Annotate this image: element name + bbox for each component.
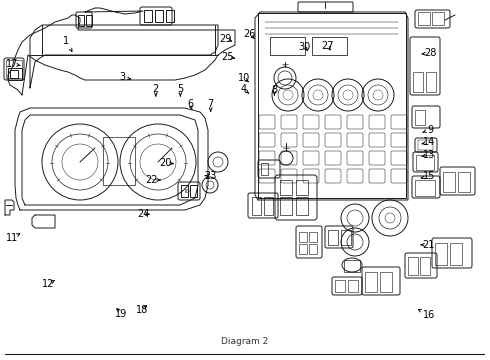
- Text: 20: 20: [159, 158, 172, 168]
- Bar: [418, 12, 430, 25]
- Text: 30: 30: [298, 42, 311, 52]
- Bar: [264, 197, 273, 215]
- Bar: [78, 15, 84, 26]
- Text: IO: IO: [184, 189, 190, 194]
- Bar: [312, 37, 347, 55]
- Text: 26: 26: [244, 29, 256, 39]
- Bar: [103, 137, 135, 185]
- Bar: [432, 12, 444, 25]
- Text: 13: 13: [422, 150, 435, 160]
- Text: 3: 3: [120, 72, 125, 82]
- Bar: [309, 244, 317, 254]
- Bar: [144, 10, 152, 22]
- Text: 5: 5: [177, 84, 183, 94]
- Bar: [408, 257, 418, 275]
- Bar: [252, 197, 261, 215]
- Bar: [426, 72, 436, 92]
- Text: 29: 29: [219, 34, 232, 44]
- Bar: [450, 243, 462, 265]
- Bar: [328, 230, 338, 245]
- Bar: [261, 163, 268, 175]
- Bar: [299, 232, 307, 242]
- Bar: [309, 232, 317, 242]
- Bar: [435, 243, 447, 265]
- Bar: [181, 185, 188, 197]
- Bar: [166, 10, 174, 22]
- Bar: [6, 60, 22, 78]
- Text: 24: 24: [137, 209, 149, 219]
- Text: 28: 28: [424, 48, 437, 58]
- Text: 8: 8: [271, 85, 277, 95]
- Bar: [413, 72, 423, 92]
- Bar: [341, 230, 351, 245]
- Bar: [280, 180, 292, 195]
- Bar: [344, 260, 360, 272]
- Bar: [86, 15, 92, 26]
- Text: 4: 4: [241, 84, 247, 94]
- Bar: [418, 140, 433, 150]
- Bar: [380, 272, 392, 292]
- Bar: [420, 257, 430, 275]
- Text: 2: 2: [153, 84, 159, 94]
- Bar: [415, 180, 435, 196]
- Bar: [348, 280, 358, 292]
- Bar: [190, 185, 197, 197]
- Text: 18: 18: [136, 305, 148, 315]
- Bar: [458, 172, 470, 192]
- Text: 14: 14: [422, 137, 435, 147]
- Text: 19: 19: [116, 309, 128, 319]
- Text: 27: 27: [321, 41, 334, 51]
- Bar: [335, 280, 345, 292]
- Bar: [296, 180, 308, 195]
- Text: 15: 15: [422, 171, 435, 181]
- Bar: [258, 13, 406, 198]
- Text: 21: 21: [422, 240, 435, 250]
- Bar: [280, 197, 292, 215]
- Text: 9: 9: [427, 125, 433, 135]
- Text: Diagram 2: Diagram 2: [221, 338, 269, 346]
- Text: 17: 17: [6, 59, 19, 69]
- Text: 6: 6: [187, 99, 193, 109]
- Bar: [155, 10, 163, 22]
- Text: 16: 16: [422, 310, 435, 320]
- Bar: [296, 197, 308, 215]
- Text: 23: 23: [204, 171, 217, 181]
- Text: 7: 7: [208, 99, 214, 109]
- Bar: [416, 155, 434, 170]
- Text: 22: 22: [146, 175, 158, 185]
- Bar: [270, 37, 305, 55]
- Text: 10: 10: [238, 73, 250, 84]
- Text: 1: 1: [63, 36, 69, 46]
- Text: 25: 25: [221, 52, 234, 62]
- Text: 12: 12: [42, 279, 54, 289]
- Bar: [443, 172, 455, 192]
- Bar: [415, 110, 425, 125]
- Bar: [365, 272, 377, 292]
- Bar: [299, 244, 307, 254]
- Text: 11: 11: [6, 233, 19, 243]
